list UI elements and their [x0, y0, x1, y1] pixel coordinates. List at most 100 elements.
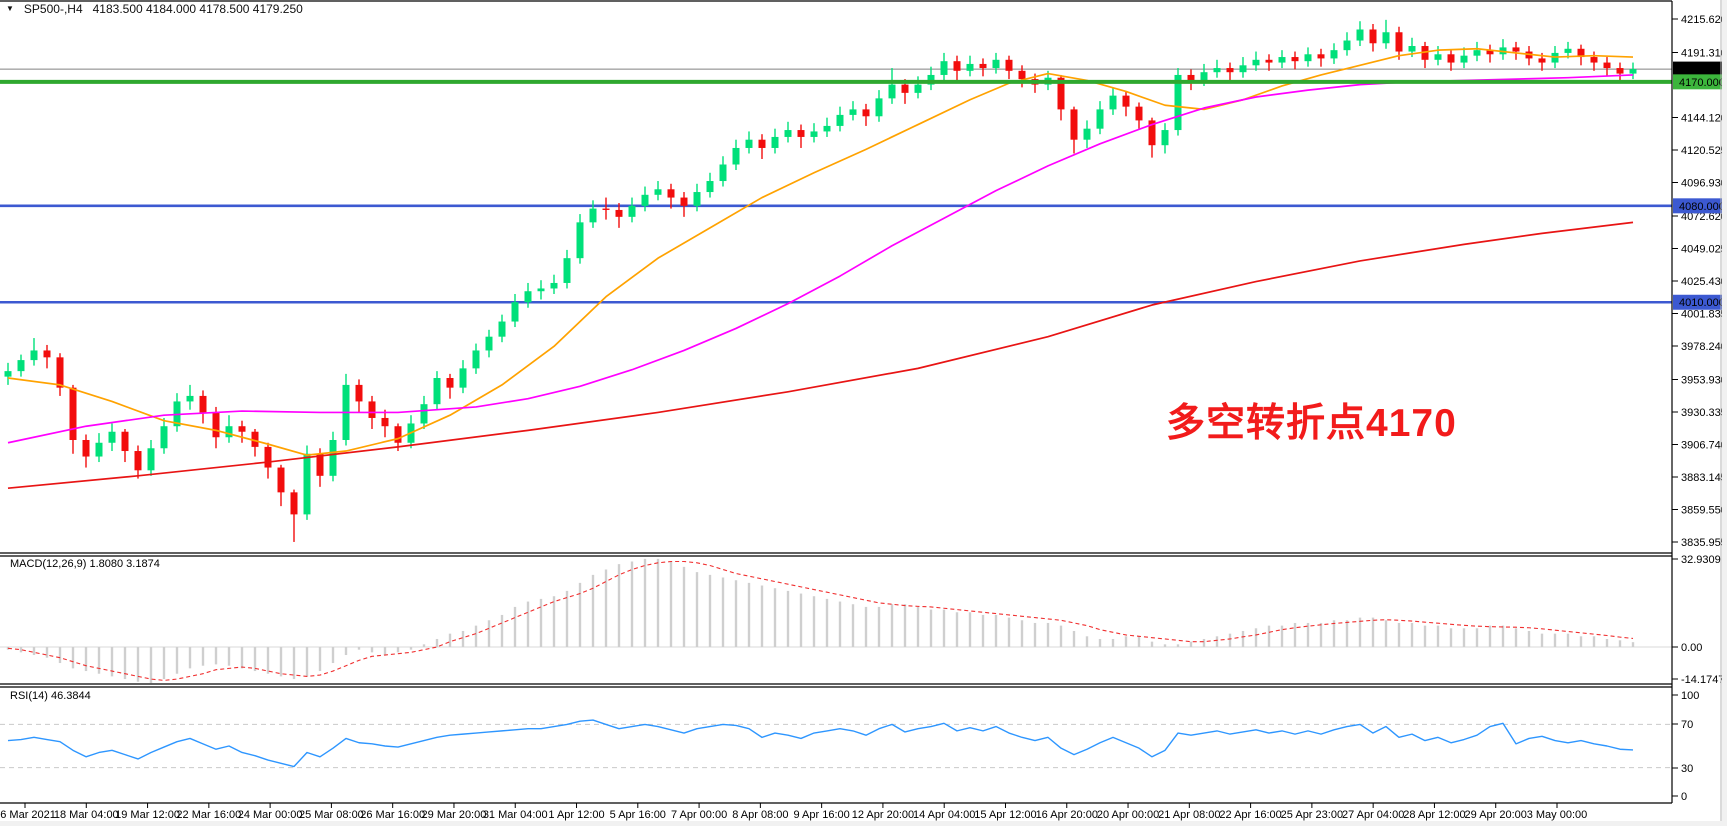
candle-body	[368, 401, 376, 418]
ma-line-slow	[7, 221, 1634, 490]
candle-body	[329, 440, 337, 476]
time-tick-label: 15 Apr 12:00	[974, 809, 1036, 821]
candle-body	[771, 136, 779, 148]
candle-body	[290, 492, 298, 515]
price-tick-label: 3883.145	[1681, 472, 1727, 484]
chart-menu-icon[interactable]: ▼	[6, 4, 14, 13]
candle-body	[1174, 74, 1182, 131]
candle-body	[251, 431, 259, 447]
candle-body	[888, 84, 896, 99]
time-tick-label: 20 Apr 00:00	[1097, 809, 1159, 821]
candle-body	[394, 426, 402, 443]
candle-body	[1486, 50, 1494, 55]
candle-body	[1603, 62, 1611, 69]
candle-body	[199, 395, 207, 413]
candle-body	[43, 350, 51, 358]
candle-body	[602, 208, 610, 210]
candle-body	[589, 208, 597, 223]
time-tick-label: 22 Mar 16:00	[176, 809, 241, 821]
price-pane[interactable]	[0, 19, 1672, 542]
price-tick-label: 3906.740	[1681, 439, 1727, 451]
price-badge-label: 4080.000	[1679, 201, 1725, 213]
candle-body	[784, 130, 792, 137]
candle-body	[537, 288, 545, 292]
candle-body	[810, 131, 818, 137]
price-tick-label: 3930.335	[1681, 407, 1727, 419]
candle-body	[836, 114, 844, 126]
time-tick-label: 16 Apr 20:00	[1036, 809, 1098, 821]
candle-body	[134, 451, 142, 471]
candle-body	[4, 371, 12, 377]
candle-body	[1382, 32, 1390, 44]
time-tick-label: 27 Apr 04:00	[1342, 809, 1404, 821]
indicator-tick-label: 32.9309	[1681, 554, 1721, 566]
price-badge	[1673, 74, 1727, 90]
candle-body	[732, 147, 740, 165]
candle-body	[745, 139, 753, 148]
candle-body	[1317, 54, 1325, 59]
candle-body	[1369, 29, 1377, 44]
candle-body	[108, 431, 116, 443]
time-tick-label: 22 Apr 16:00	[1219, 809, 1281, 821]
candle-body	[667, 189, 675, 198]
candle-body	[1473, 50, 1481, 56]
candle-body	[927, 74, 935, 85]
macd-pane[interactable]	[0, 558, 1672, 684]
candle-body	[719, 164, 727, 182]
time-tick-label: 28 Apr 12:00	[1403, 809, 1465, 821]
candle-body	[1070, 109, 1078, 140]
price-badge-label: 4010.000	[1679, 297, 1725, 309]
candle-body	[758, 139, 766, 148]
candle-body	[979, 63, 987, 69]
candle-body	[446, 378, 454, 388]
candle-body	[953, 61, 961, 71]
time-tick-label: 21 Apr 08:00	[1158, 809, 1220, 821]
time-tick-label: 9 Apr 16:00	[793, 809, 849, 821]
candle-body	[1135, 106, 1143, 121]
candle-body	[823, 125, 831, 132]
candle-body	[914, 84, 922, 93]
candle-body	[238, 426, 246, 432]
candle-body	[69, 387, 77, 441]
candle-body	[1109, 95, 1117, 110]
candle-body	[1200, 72, 1208, 81]
candle-body	[472, 350, 480, 369]
candle-body	[706, 181, 714, 193]
candle-body	[862, 109, 870, 117]
candle-body	[992, 59, 1000, 69]
candle-body	[303, 453, 311, 515]
candle-body	[940, 61, 948, 75]
candle-body	[277, 467, 285, 493]
time-tick-label: 5 Apr 16:00	[610, 809, 666, 821]
candle-body	[1096, 109, 1104, 129]
candle-body	[1629, 69, 1637, 74]
candle-body	[1564, 48, 1572, 53]
candle-body	[1616, 68, 1624, 74]
indicator-tick-label: -14.1747	[1681, 674, 1724, 686]
price-tick-label: 4072.620	[1681, 211, 1727, 223]
trend-annotation[interactable]: 多空转折点4170	[1166, 402, 1457, 445]
time-tick-label: 26 Mar 16:00	[360, 809, 425, 821]
candle-body	[1005, 59, 1013, 71]
candle-body	[628, 205, 636, 217]
candle-body	[30, 350, 38, 361]
price-badge	[1673, 294, 1727, 310]
candle-body	[355, 384, 363, 402]
candle-body	[147, 448, 155, 471]
rsi-line	[7, 719, 1634, 768]
time-tick-label: 8 Apr 08:00	[732, 809, 788, 821]
time-tick-label: 16 Mar 2021	[0, 809, 56, 821]
ohlc-values: 4183.500 4184.000 4178.500 4179.250	[92, 2, 303, 16]
candle-body	[849, 109, 857, 115]
price-axis[interactable]: 4215.620 4191.310 4144.120 4120.525 4096.930…	[1672, 14, 1727, 803]
candle-body	[576, 222, 584, 259]
candle-body	[264, 446, 272, 468]
candle-body	[1590, 57, 1598, 63]
macd-indicator-label: MACD(12,26,9) 1.8080 3.1874	[10, 558, 160, 570]
indicator-tick-label: 0.00	[1681, 642, 1702, 654]
ma-line-fast	[7, 47, 1634, 457]
rsi-pane[interactable]	[0, 719, 1672, 769]
